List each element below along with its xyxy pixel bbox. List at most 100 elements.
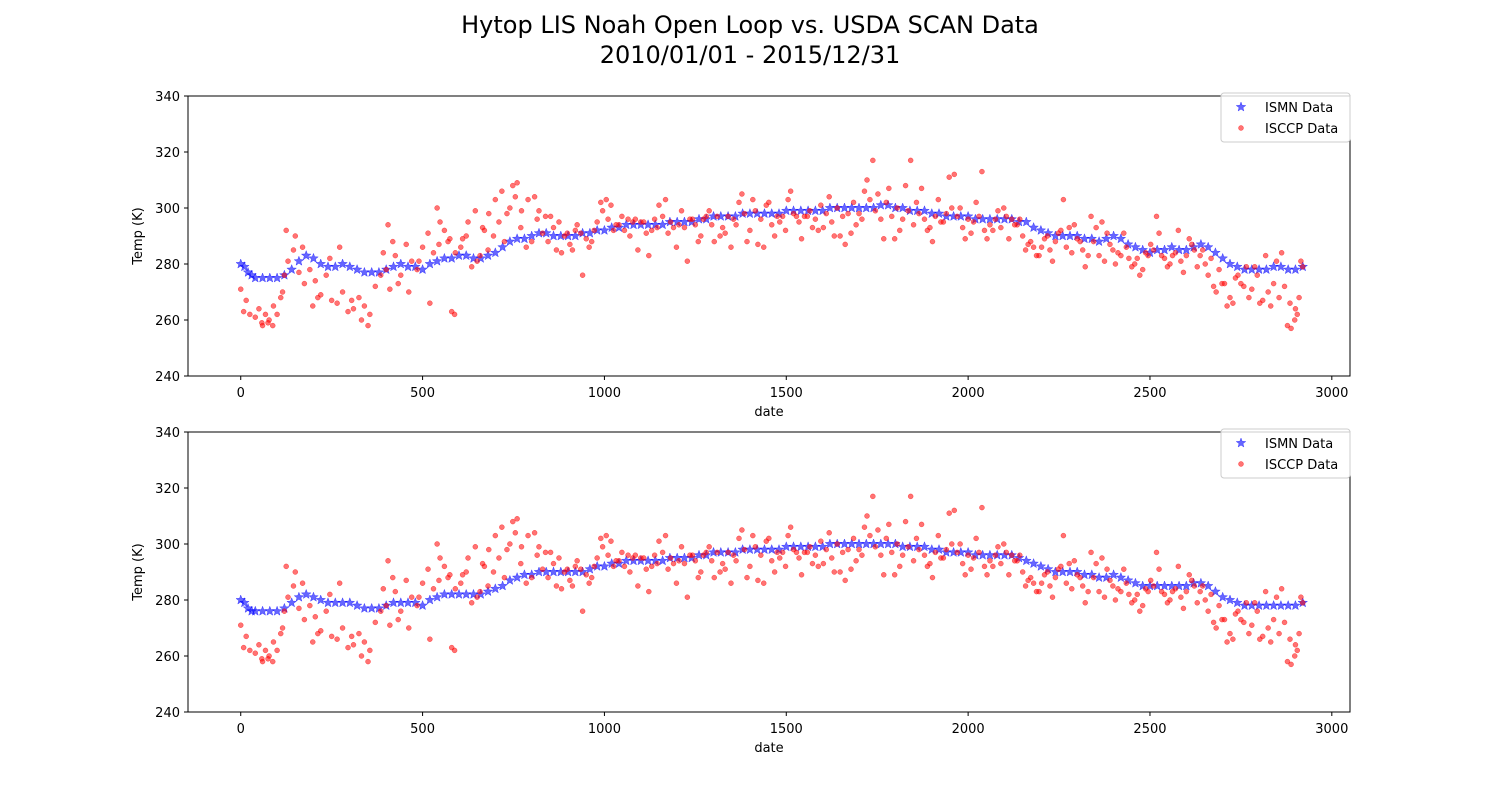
isccp-point xyxy=(853,222,859,228)
isccp-point xyxy=(385,558,391,564)
series-ismn-data xyxy=(235,199,1309,283)
isccp-point xyxy=(1055,566,1062,572)
isccp-point xyxy=(1030,580,1037,586)
isccp-point xyxy=(567,577,573,584)
isccp-point xyxy=(262,311,269,318)
ismn-point xyxy=(1064,230,1076,241)
ismn-point xyxy=(817,541,829,552)
isccp-point xyxy=(828,219,835,225)
isccp-point xyxy=(545,238,551,245)
isccp-point xyxy=(785,532,791,539)
ismn-point xyxy=(1217,252,1229,263)
isccp-point xyxy=(1199,583,1206,589)
isccp-point xyxy=(445,238,451,245)
isccp-point xyxy=(684,594,691,600)
isccp-point xyxy=(888,213,895,220)
isccp-point xyxy=(730,216,737,222)
series-ismn-data xyxy=(235,538,1309,616)
isccp-point xyxy=(603,532,609,539)
isccp-point xyxy=(916,546,922,553)
subplot-1: 0 500 1000 1500 2000 2500 3000 240 260 280 300 320 3… xyxy=(131,90,1351,420)
isccp-point xyxy=(385,222,391,228)
isccp-point xyxy=(547,213,554,220)
x-tick-label: 0 xyxy=(237,722,245,737)
isccp-point xyxy=(380,586,387,592)
isccp-point xyxy=(976,213,982,220)
isccp-point xyxy=(913,199,920,206)
isccp-point xyxy=(419,580,426,586)
ismn-point xyxy=(1028,557,1039,569)
isccp-point xyxy=(681,224,688,231)
isccp-point xyxy=(1189,241,1195,248)
isccp-point xyxy=(1210,619,1217,626)
ismn-point xyxy=(315,594,327,605)
ismn-point xyxy=(431,255,443,266)
isccp-point xyxy=(1216,266,1222,273)
isccp-point xyxy=(1243,600,1250,606)
isccp-point xyxy=(1066,560,1072,567)
isccp-point xyxy=(684,258,691,264)
isccp-point xyxy=(1077,574,1083,581)
isccp-point xyxy=(1121,230,1127,236)
isccp-point xyxy=(437,219,443,225)
isccp-point xyxy=(635,247,641,253)
isccp-point xyxy=(613,222,619,228)
y-tick-label: 320 xyxy=(155,146,180,161)
isccp-point xyxy=(1019,233,1026,239)
ismn-point xyxy=(839,202,850,213)
isccp-point xyxy=(1296,294,1302,301)
ismn-point xyxy=(293,255,305,266)
isccp-point xyxy=(918,521,925,528)
isccp-point xyxy=(299,244,306,250)
isccp-point xyxy=(572,227,579,234)
isccp-point xyxy=(741,210,748,217)
isccp-point xyxy=(1284,658,1291,665)
isccp-point xyxy=(1150,583,1157,589)
isccp-point xyxy=(358,653,365,659)
x-tick-label: 500 xyxy=(410,722,435,737)
isccp-point xyxy=(698,569,704,575)
legend-label: ISCCP Data xyxy=(1265,458,1338,473)
isccp-point xyxy=(481,563,488,570)
isccp-point xyxy=(361,303,368,309)
isccp-point xyxy=(419,244,426,250)
isccp-point xyxy=(292,233,299,239)
isccp-point xyxy=(608,202,614,208)
isccp-point xyxy=(327,591,333,598)
x-tick-label: 500 xyxy=(410,386,435,401)
isccp-point xyxy=(837,569,843,575)
isccp-point xyxy=(1063,244,1070,250)
isccp-point xyxy=(1158,252,1165,259)
isccp-point xyxy=(774,213,780,220)
ismn-point xyxy=(1224,258,1236,269)
isccp-point xyxy=(779,213,786,220)
ismn-point xyxy=(1231,261,1243,272)
isccp-point xyxy=(356,294,362,301)
isccp-point xyxy=(427,300,433,306)
isccp-point xyxy=(1241,619,1247,626)
isccp-point xyxy=(237,286,244,292)
isccp-point xyxy=(651,552,658,558)
ismn-point xyxy=(286,597,298,608)
isccp-point xyxy=(240,308,247,315)
y-tick-label: 240 xyxy=(155,706,180,721)
isccp-point xyxy=(398,608,404,614)
isccp-point xyxy=(1191,247,1198,253)
ismn-point xyxy=(460,588,472,599)
isccp-point xyxy=(578,566,584,572)
isccp-point xyxy=(1123,244,1130,250)
isccp-point xyxy=(598,535,604,542)
isccp-point xyxy=(458,244,464,250)
ismn-point xyxy=(257,272,268,283)
ismn-point xyxy=(482,249,494,261)
ismn-point xyxy=(497,241,508,252)
isccp-point xyxy=(965,216,971,222)
isccp-point xyxy=(779,549,786,556)
isccp-point xyxy=(951,171,958,178)
ismn-point xyxy=(795,541,807,552)
isccp-point xyxy=(839,213,846,220)
x-axis-label: date xyxy=(754,405,783,420)
isccp-point xyxy=(861,524,868,530)
isccp-point xyxy=(1265,289,1271,295)
isccp-point xyxy=(472,544,479,550)
